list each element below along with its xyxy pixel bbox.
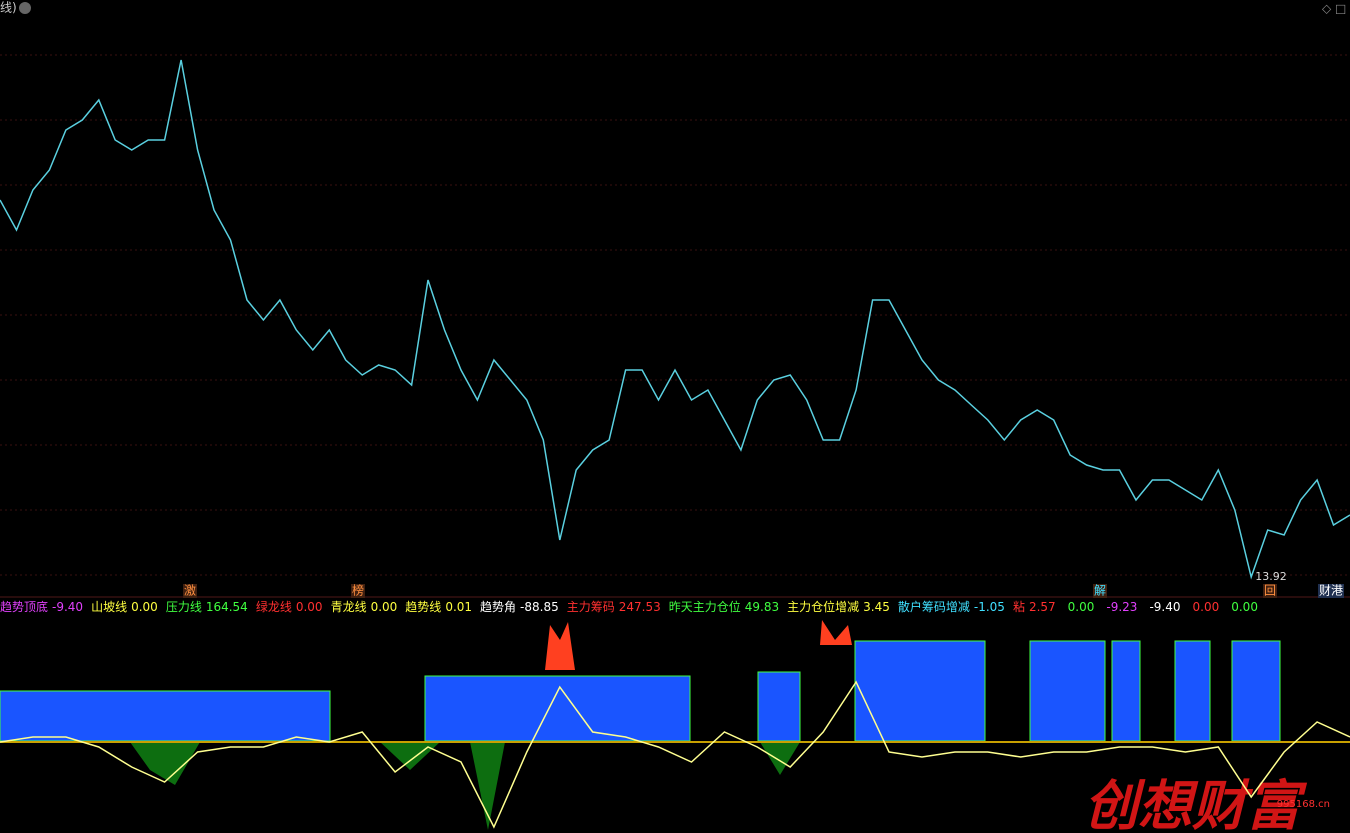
legend-value: 247.53	[618, 600, 661, 614]
legend-value: 49.83	[744, 600, 780, 614]
legend-name: 压力线	[165, 600, 202, 614]
marker: 财港	[1319, 584, 1343, 598]
indicator-legend: 趋势顶底 -9.40 山坡线 0.00 压力线 164.54 绿龙线 0.00 青龙线 0.00 趋…	[0, 599, 1258, 615]
window-icon[interactable]: ◇ □	[1322, 2, 1346, 16]
legend-value: 164.54	[205, 600, 248, 614]
legend-name: 趋势角	[480, 600, 517, 614]
legend-name: 趋势线	[405, 600, 442, 614]
legend-value: 0.00	[1192, 600, 1220, 614]
marker-box	[351, 584, 365, 598]
marker: 激	[184, 584, 196, 598]
legend-name: 主力筹码	[566, 600, 615, 614]
legend-item: 主力筹码 247.53	[567, 599, 661, 615]
legend-name: 粘	[1012, 600, 1025, 614]
legend-item: 昨天主力仓位 49.83	[669, 599, 779, 615]
marker-box	[183, 584, 197, 598]
legend-name: 主力仓位增减	[787, 600, 860, 614]
legend-value: -88.85	[520, 600, 559, 614]
legend-name: 散户筹码增减	[897, 600, 970, 614]
legend-item: 趋势角 -88.85	[480, 599, 559, 615]
legend-item: 0.00	[1227, 599, 1258, 615]
legend-value: -1.05	[973, 600, 1005, 614]
legend-item: 趋势顶底 -9.40	[0, 599, 83, 615]
legend-name: 青龙线	[330, 600, 367, 614]
grid	[0, 54, 1350, 576]
legend-value: 3.45	[863, 600, 890, 614]
low-label: 13.92	[1255, 570, 1287, 583]
legend-item: 压力线 164.54	[166, 599, 248, 615]
legend-item: 绿龙线 0.00	[256, 599, 323, 615]
legend-item: -9.40	[1145, 599, 1180, 615]
data-line	[0, 680, 1350, 829]
legend-name: 绿龙线	[255, 600, 292, 614]
legend-value: 0.00	[1067, 600, 1095, 614]
legend-item: 青龙线 0.00	[331, 599, 398, 615]
watermark: 创想财富	[1084, 775, 1308, 833]
legend-value: -9.23	[1106, 600, 1138, 614]
legend-value: 0.01	[445, 600, 473, 614]
legend-name: 趋势顶底	[0, 600, 49, 614]
legend-item: 0.00	[1064, 599, 1095, 615]
legend-value: 2.57	[1028, 600, 1056, 614]
legend-value: 0.00	[370, 600, 398, 614]
marker-box	[1318, 584, 1344, 598]
legend-item: 山坡线 0.00	[91, 599, 158, 615]
legend-name: 山坡线	[91, 600, 128, 614]
marker: 回	[1264, 584, 1276, 598]
header-title: 线)	[0, 1, 17, 15]
marker-box	[1093, 584, 1107, 598]
legend-item: 主力仓位增减 3.45	[787, 599, 890, 615]
legend-item: 0.00	[1189, 599, 1220, 615]
menu-icon[interactable]	[19, 2, 31, 14]
legend-name: 昨天主力仓位	[668, 600, 741, 614]
marker: 榜	[352, 583, 364, 598]
legend-item: -9.23	[1102, 599, 1137, 615]
legend-item: 趋势线 0.01	[405, 599, 472, 615]
legend-value: -9.40	[1149, 600, 1181, 614]
legend-item: 散户筹码增减 -1.05	[898, 599, 1005, 615]
indicator-blocks	[0, 620, 1281, 830]
watermark-url: 995168.cn	[1277, 799, 1330, 810]
marker: 解	[1094, 584, 1106, 598]
data-line	[0, 59, 1350, 580]
legend-item: 粘 2.57	[1013, 599, 1056, 615]
marker-box	[1263, 584, 1277, 598]
legend-value: 0.00	[295, 600, 323, 614]
legend-value: 0.00	[1231, 600, 1258, 614]
legend-value: 0.00	[131, 600, 158, 614]
legend-value: -9.40	[52, 600, 84, 614]
